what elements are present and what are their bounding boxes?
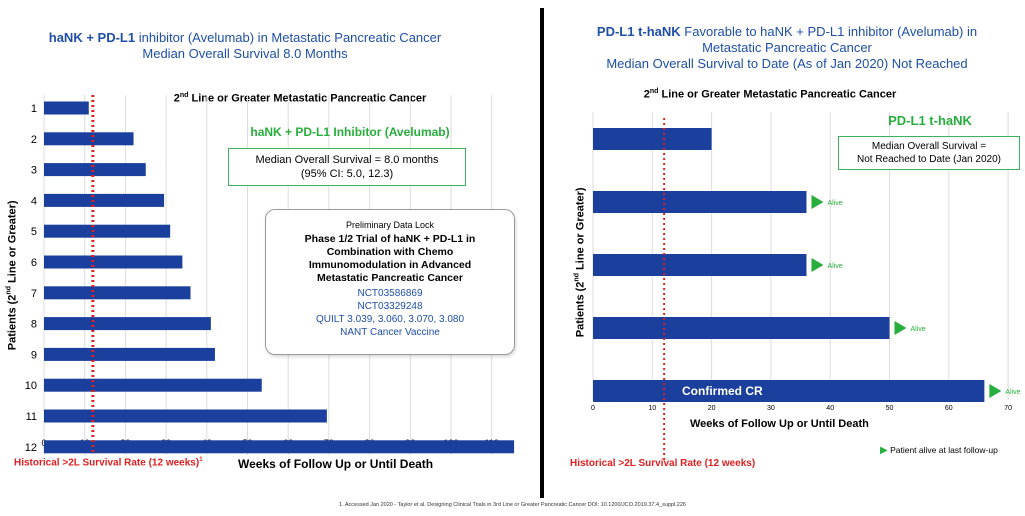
alive-marker-icon	[989, 384, 1002, 398]
right-bar	[593, 191, 807, 213]
left-y-tick-label: 6	[31, 257, 37, 269]
left-median-box: Median Overall Survival = 8.0 months (95…	[228, 148, 466, 186]
left-y-tick-label: 8	[31, 319, 37, 331]
alive-legend-icon: ▶	[880, 445, 888, 456]
right-green-heading: PD-L1 t-haNK	[888, 113, 972, 128]
left-y-tick-label: 5	[31, 226, 37, 238]
alive-label: Alive	[1005, 389, 1020, 396]
left-green-heading: haNK + PD-L1 Inhibitor (Avelumab)	[250, 125, 450, 139]
right-median-box: Median Overall Survival = Not Reached to…	[838, 136, 1020, 170]
left-x-axis-title: Weeks of Follow Up or Until Death	[238, 457, 434, 471]
info-box-blue: NCT03586869 NCT03329248 QUILT 3.039, 3.0…	[315, 288, 465, 338]
panel-divider	[540, 8, 544, 498]
confirmed-cr-label: Confirmed CR	[682, 384, 763, 398]
left-bar	[44, 163, 146, 177]
right-x-tick-label: 40	[826, 405, 834, 412]
right-subtitle: 2nd Line or Greater Metastatic Pancreati…	[643, 88, 897, 101]
info-box-bold: Phase 1/2 Trial of haNK + PD-L1 in Combi…	[304, 233, 476, 284]
left-y-tick-label: 11	[26, 411, 37, 423]
left-bar	[44, 440, 515, 454]
alive-label: Alive	[827, 263, 842, 270]
left-bar	[44, 132, 134, 146]
right-x-tick-label: 60	[945, 405, 953, 412]
alive-marker-icon	[811, 258, 824, 272]
right-x-axis-title: Weeks of Follow Up or Until Death	[690, 418, 869, 430]
left-y-tick-label: 10	[25, 380, 37, 392]
right-x-tick-label: 70	[1004, 405, 1012, 412]
left-bar-chart: 0102030405060708090100110123456789101112	[25, 95, 515, 455]
info-box-small: Preliminary Data Lock	[345, 220, 435, 230]
footnote: 1. Accessed Jan 2020 - Taylor et al. Des…	[339, 502, 686, 508]
right-bar	[593, 317, 890, 339]
right-x-tick-label: 0	[591, 405, 595, 412]
right-bar	[593, 254, 807, 276]
alive-marker-icon	[894, 321, 907, 335]
right-x-tick-label: 20	[708, 405, 716, 412]
right-historical-label: Historical >2L Survival Rate (12 weeks)	[570, 458, 756, 469]
right-bar	[593, 128, 712, 150]
left-y-tick-label: 2	[31, 134, 37, 146]
left-y-tick-label: 9	[31, 349, 37, 361]
left-y-tick-label: 12	[25, 442, 37, 454]
left-info-box: Preliminary Data Lock Phase 1/2 Trial of…	[265, 209, 515, 355]
left-subtitle: 2nd Line or Greater Metastatic Pancreati…	[173, 92, 427, 105]
right-y-axis-title: Patients (2nd Line or Greater)	[573, 187, 587, 338]
left-bar	[44, 286, 191, 300]
left-bar	[44, 255, 183, 269]
left-historical-label: Historical >2L Survival Rate (12 weeks)1	[14, 457, 203, 469]
left-bar	[44, 378, 262, 392]
alive-label: Alive	[827, 200, 842, 207]
right-legend: ▶ Patient alive at last follow-up	[880, 445, 998, 456]
left-bar	[44, 101, 89, 115]
left-bar	[44, 193, 165, 207]
alive-label: Alive	[911, 326, 926, 333]
right-x-tick-label: 30	[767, 405, 775, 412]
left-title: haNK + PD-L1 inhibitor (Avelumab) in Met…	[48, 30, 442, 61]
left-bar	[44, 347, 215, 361]
right-title: PD-L1 t-haNK Favorable to haNK + PD-L1 i…	[596, 24, 978, 71]
right-x-tick-label: 50	[886, 405, 894, 412]
left-y-tick-label: 1	[31, 103, 37, 115]
right-x-tick-label: 10	[648, 405, 656, 412]
left-bar	[44, 224, 171, 238]
left-y-tick-label: 4	[31, 195, 37, 207]
alive-marker-icon	[811, 195, 824, 209]
left-y-tick-label: 3	[31, 165, 37, 177]
right-bar	[593, 380, 985, 402]
left-y-tick-label: 7	[31, 288, 37, 300]
left-bar	[44, 409, 327, 423]
left-bar	[44, 317, 211, 331]
